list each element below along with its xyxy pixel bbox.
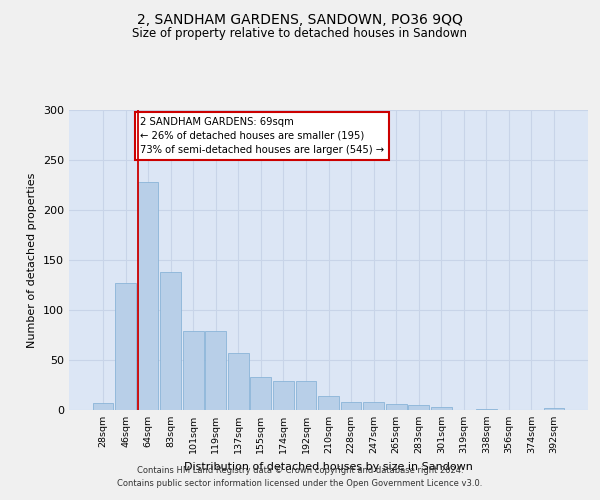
- X-axis label: Distribution of detached houses by size in Sandown: Distribution of detached houses by size …: [184, 462, 473, 471]
- Bar: [115, 283, 136, 410]
- Bar: [183, 331, 203, 410]
- Text: Size of property relative to detached houses in Sandown: Size of property relative to detached ho…: [133, 28, 467, 40]
- Bar: [273, 381, 294, 410]
- Bar: [228, 353, 248, 410]
- Bar: [250, 377, 271, 410]
- Bar: [318, 396, 339, 410]
- Bar: [431, 407, 452, 410]
- Bar: [386, 404, 407, 410]
- Bar: [296, 381, 316, 410]
- Text: 2 SANDHAM GARDENS: 69sqm
← 26% of detached houses are smaller (195)
73% of semi-: 2 SANDHAM GARDENS: 69sqm ← 26% of detach…: [140, 117, 384, 155]
- Bar: [544, 408, 565, 410]
- Bar: [363, 402, 384, 410]
- Y-axis label: Number of detached properties: Number of detached properties: [28, 172, 37, 348]
- Text: 2, SANDHAM GARDENS, SANDOWN, PO36 9QQ: 2, SANDHAM GARDENS, SANDOWN, PO36 9QQ: [137, 12, 463, 26]
- Text: Contains HM Land Registry data © Crown copyright and database right 2024.
Contai: Contains HM Land Registry data © Crown c…: [118, 466, 482, 487]
- Bar: [341, 402, 361, 410]
- Bar: [205, 331, 226, 410]
- Bar: [137, 182, 158, 410]
- Bar: [409, 405, 429, 410]
- Bar: [160, 272, 181, 410]
- Bar: [476, 409, 497, 410]
- Bar: [92, 403, 113, 410]
